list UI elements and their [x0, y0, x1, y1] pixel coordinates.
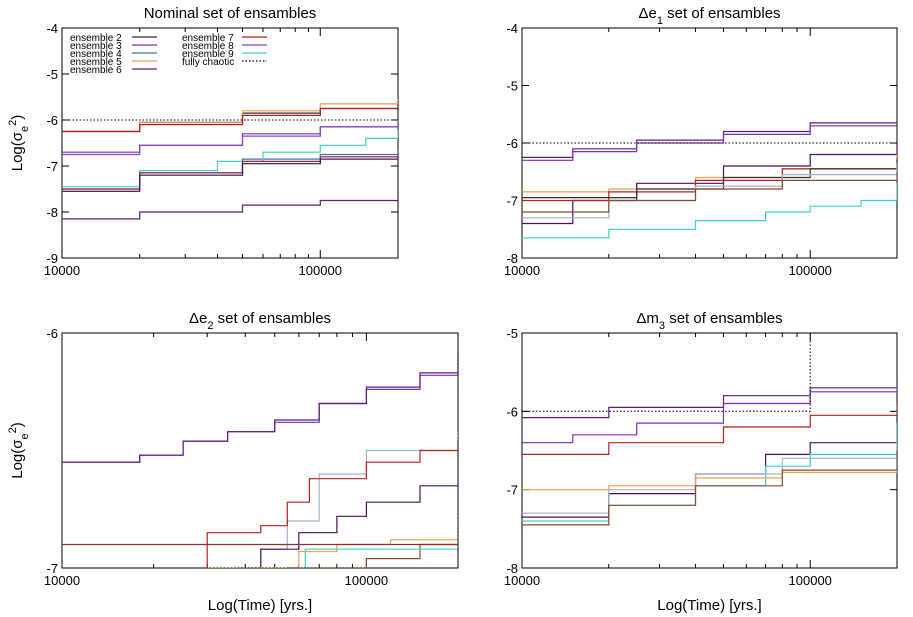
series-line	[62, 149, 398, 190]
series-line	[198, 438, 458, 568]
chart-panel-3: 10000 100000 -7 -6 Δe2 set of ensambles Log(σ…	[7, 310, 459, 614]
legend-label: fully chaotic	[182, 57, 234, 68]
legend-label: ensemble 5	[70, 57, 122, 68]
x-tick-label: 10000	[44, 263, 80, 278]
y-tick-label: -6	[506, 136, 518, 151]
series-line	[238, 478, 458, 568]
y-tick-label: -9	[46, 251, 58, 266]
fully-chaotic-line	[62, 60, 398, 121]
series-line	[522, 171, 897, 213]
series-line	[287, 509, 458, 568]
series-line	[522, 157, 897, 202]
y-tick-label: -8	[46, 205, 58, 220]
chart-panel-4: 10000 100000 -8 -7 -6 -5 Δm3 set of ensambles L…	[504, 310, 898, 614]
fully-chaotic-line	[522, 333, 811, 412]
y-tick-label: -5	[506, 326, 518, 341]
legend-label: ensemble 2	[70, 33, 122, 44]
series-line	[522, 419, 897, 518]
plot-frame	[61, 27, 399, 259]
x-tick-label: 100000	[345, 573, 388, 588]
chart-title: Nominal set of ensambles	[144, 5, 317, 22]
series-line	[62, 195, 398, 220]
series-line	[522, 380, 897, 419]
series-line	[522, 183, 897, 239]
x-tick-label: 10000	[44, 573, 80, 588]
series-line	[522, 160, 897, 199]
y-tick-label: -5	[46, 67, 58, 82]
series-line	[231, 431, 458, 568]
x-tick-label: 100000	[789, 263, 832, 278]
x-axis-label: Log(Time) [yrs.]	[208, 597, 312, 614]
y-tick-label: -6	[506, 404, 518, 419]
y-axis-label: Log(σe2)	[7, 115, 31, 172]
series-line	[62, 351, 458, 463]
fully-chaotic-line	[522, 68, 897, 144]
series-line	[522, 450, 897, 526]
series-line	[522, 438, 897, 514]
series-line	[522, 467, 897, 491]
chart-panel-1: 10000 100000 -9 -8 -7 -6 -5 -4 Nominal set of en…	[7, 5, 399, 278]
series-line	[62, 152, 398, 192]
series-line	[522, 163, 897, 219]
series-line	[522, 381, 897, 444]
series-line	[62, 356, 458, 463]
y-tick-label: -6	[46, 113, 58, 128]
x-tick-label: 10000	[504, 573, 540, 588]
y-tick-label: -8	[506, 561, 518, 576]
y-tick-label: -6	[46, 326, 58, 341]
y-tick-label: -7	[46, 159, 58, 174]
series-line	[62, 103, 398, 133]
legend-label: ensemble 3	[70, 41, 122, 52]
series-line	[522, 401, 897, 455]
series-line	[62, 152, 398, 190]
y-tick-label: -8	[506, 251, 518, 266]
x-tick-label: 10000	[504, 263, 540, 278]
x-axis-label: Log(Time) [yrs.]	[657, 597, 761, 614]
legend-label: ensemble 4	[70, 49, 122, 60]
series-line	[298, 548, 458, 568]
series-line	[62, 129, 398, 188]
y-tick-label: -7	[506, 194, 518, 209]
chart-panel-2: 10000 100000 -8 -7 -6 -5 -4 Δe1 set of ensamble…	[504, 5, 898, 278]
legend-label: ensemble 6	[70, 65, 122, 76]
y-tick-label: -4	[46, 21, 58, 36]
y-tick-label: -7	[506, 483, 518, 498]
series-line	[62, 156, 398, 192]
y-tick-label: -4	[506, 21, 518, 36]
legend-label: ensemble 8	[182, 41, 234, 52]
plot-frame	[521, 332, 898, 569]
legend-label: ensemble 7	[182, 33, 234, 44]
chart-title: Δe2 set of ensambles	[189, 310, 331, 332]
series-line	[62, 120, 398, 156]
chart-title: Δe1 set of ensambles	[638, 5, 780, 27]
chart-title: Δm3 set of ensambles	[636, 310, 782, 332]
y-tick-label: -5	[506, 79, 518, 94]
x-tick-label: 100000	[789, 573, 832, 588]
y-axis-label: Log(σe2)	[7, 422, 31, 479]
legend-label: ensemble 9	[182, 49, 234, 60]
y-tick-label: -7	[46, 561, 58, 576]
series-line	[522, 120, 897, 161]
x-tick-label: 100000	[299, 263, 342, 278]
